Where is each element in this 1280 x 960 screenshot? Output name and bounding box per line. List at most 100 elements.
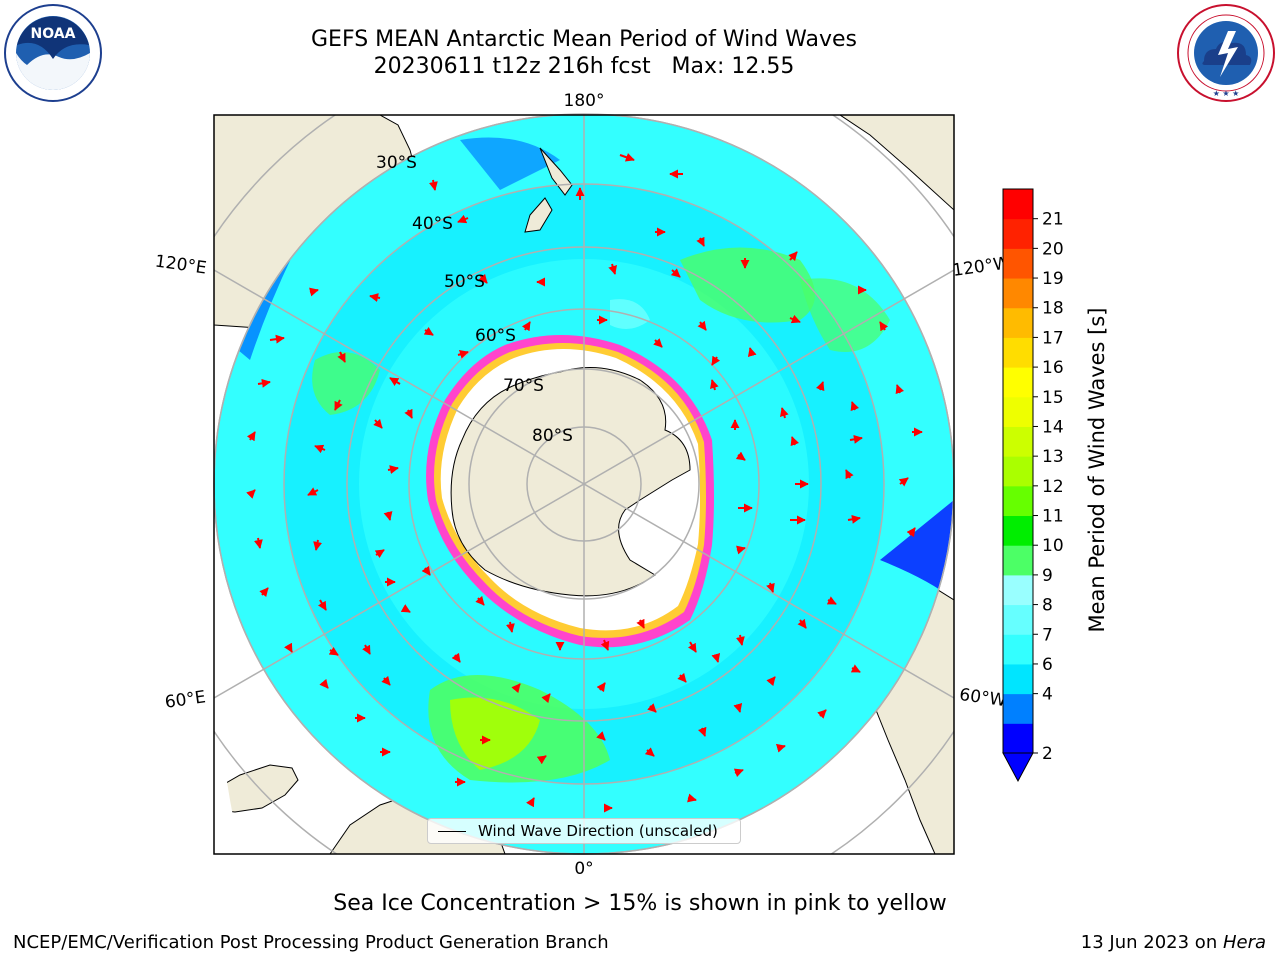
wind-arrow: [696, 236, 705, 247]
lon-label-0: 0°: [574, 859, 593, 879]
colorbar-band: [1003, 248, 1033, 279]
wind-arrow: [850, 664, 861, 673]
colorbar-tick-label: 8: [1042, 596, 1053, 616]
wind-arrow: [246, 431, 256, 442]
wind-arrow: [847, 514, 861, 524]
wind-arrow: [747, 347, 757, 358]
wind-arrow: [644, 747, 655, 757]
wind-arrow: [317, 599, 327, 611]
wind-arrow: [775, 743, 786, 753]
lat-label-60s: 60°S: [475, 326, 516, 346]
wind-arrow: [400, 604, 411, 613]
colorbar-tick-label: 13: [1042, 447, 1064, 467]
wind-arrow: [710, 379, 719, 391]
wind-arrow: [511, 683, 521, 694]
colorbar-band: [1003, 278, 1033, 309]
lon-label-180: 180°: [564, 91, 605, 111]
wind-arrow: [328, 646, 339, 656]
colorbar-tick-label: 7: [1042, 625, 1053, 645]
wind-arrow: [505, 621, 515, 633]
wind-arrow: [898, 477, 909, 487]
wind-arrow: [849, 434, 863, 444]
colorbar-tick-label: 4: [1042, 685, 1053, 705]
colorbar-tick-label: 12: [1042, 477, 1064, 497]
wind-arrow: [780, 407, 789, 419]
footer-credit: NCEP/EMC/Verification Post Processing Pr…: [13, 932, 609, 953]
wind-arrow: [845, 469, 854, 480]
wind-arrow: [253, 537, 263, 549]
colorbar-tick-label: 20: [1042, 239, 1064, 259]
wind-arrow: [475, 595, 485, 606]
wind-arrow: [797, 618, 807, 629]
colorbar-band: [1003, 307, 1033, 338]
wind-arrow: [735, 451, 746, 461]
wind-arrow: [423, 326, 434, 336]
legend-label: Wind Wave Direction (unscaled): [478, 822, 718, 840]
colorbar-band: [1003, 545, 1033, 576]
wind-arrow: [457, 350, 469, 359]
wind-arrow: [257, 378, 271, 388]
wind-arrow: [788, 251, 798, 262]
colorbar-tick-label: 21: [1042, 210, 1064, 230]
colorbar-tick-label: 10: [1042, 536, 1064, 556]
wind-arrow: [259, 587, 269, 598]
wind-arrow: [421, 565, 431, 576]
wind-arrow: [636, 618, 645, 629]
colorbar-band: [1003, 515, 1033, 546]
wind-arrow: [733, 768, 744, 778]
wind-arrow: [451, 652, 461, 663]
wind-arrow: [362, 644, 371, 655]
wind-arrow: [653, 338, 663, 348]
colorbar-extend-triangle: [1002, 752, 1034, 783]
footer-host: Hera: [1222, 932, 1266, 953]
wind-arrow: [608, 263, 617, 275]
colorbar-band: [1003, 663, 1033, 695]
chart-title: GEFS MEAN Antarctic Mean Period of Wind …: [311, 27, 857, 52]
wind-arrow: [381, 675, 391, 686]
wind-arrow: [619, 153, 635, 162]
wind-arrow: [906, 527, 916, 538]
colorbar-title: Mean Period of Wind Waves [s]: [1085, 307, 1109, 633]
noaa-logo: NOAA: [4, 4, 102, 102]
wind-arrow: [735, 634, 745, 646]
new-zealand-landmass: [539, 147, 573, 196]
wind-arrow: [307, 487, 319, 496]
svg-text:★ ★ ★: ★ ★ ★: [1213, 89, 1240, 98]
lat-label-40s: 40°S: [412, 214, 453, 234]
wind-arrow: [670, 268, 681, 278]
colorbar-tick-label: 19: [1042, 269, 1064, 289]
colorbar-tick-label: 2: [1042, 744, 1053, 764]
colorbar-band: [1003, 337, 1033, 368]
wind-arrow: [313, 539, 323, 551]
wind-arrow: [697, 726, 707, 737]
wind-arrow: [711, 652, 721, 663]
wind-arrow: [697, 320, 707, 331]
colorbar-band: [1003, 189, 1033, 220]
lat-label-30s: 30°S: [376, 153, 417, 173]
lon-label-60e: 60°E: [164, 687, 207, 712]
wind-arrow: [733, 702, 743, 713]
colorbar-tick-label: 11: [1042, 507, 1064, 527]
wind-arrow: [314, 444, 326, 454]
colorbar-band: [1003, 693, 1033, 724]
wind-arrow: [246, 489, 256, 499]
wind-arrow: [457, 214, 469, 224]
colorbar-band: [1003, 574, 1033, 606]
wind-arrow: [687, 641, 697, 653]
wind-arrow: [373, 418, 383, 429]
colorbar-band: [1003, 367, 1033, 398]
wind-arrow: [428, 179, 438, 191]
colorbar-band: [1003, 723, 1033, 754]
wind-arrow: [404, 408, 413, 419]
nws-logo: ★ ★ ★: [1177, 4, 1275, 102]
wind-arrow: [596, 731, 606, 741]
wind-arrow: [521, 321, 531, 332]
wind-arrow: [766, 582, 775, 593]
colorbar-tick-label: 16: [1042, 358, 1064, 378]
colorbar-tick-label: 17: [1042, 328, 1064, 348]
wind-arrow: [526, 797, 535, 808]
lon-label-120e: 120°E: [154, 252, 208, 279]
svg-text:NOAA: NOAA: [31, 26, 76, 42]
wind-arrow: [309, 287, 319, 297]
